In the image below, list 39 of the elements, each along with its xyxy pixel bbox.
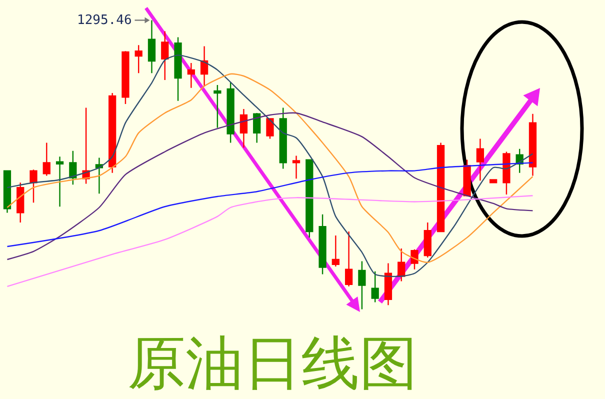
candlestick — [16, 182, 24, 224]
candlestick — [279, 107, 287, 170]
candlestick — [134, 44, 142, 74]
candlestick — [214, 84, 222, 128]
candlestick — [3, 170, 12, 214]
candlestick — [463, 159, 471, 196]
candlestick — [266, 118, 274, 140]
candlestick — [398, 248, 406, 282]
candlestick — [122, 50, 130, 105]
candlestick — [410, 248, 418, 270]
text: 原油日线图 — [127, 329, 418, 398]
candlestick — [318, 214, 326, 275]
candlestick — [476, 138, 484, 182]
candlestick — [108, 92, 116, 174]
candlestick — [344, 230, 353, 287]
candlestick — [436, 142, 445, 232]
candlestick — [502, 151, 510, 196]
candlestick — [69, 150, 77, 186]
candlestick — [528, 113, 537, 176]
candlestick — [148, 20, 156, 74]
candlestick — [187, 62, 195, 88]
candlestick — [95, 157, 104, 194]
candlestick — [306, 159, 314, 238]
candlestick — [371, 270, 379, 303]
candlestick — [200, 46, 208, 87]
candlestick — [240, 108, 248, 148]
candlestick — [42, 142, 50, 176]
candlestick — [424, 222, 432, 258]
candlestick — [384, 262, 392, 306]
candlestick — [30, 169, 38, 204]
candlestick — [292, 155, 300, 180]
candlestick — [332, 234, 340, 268]
candlestick — [174, 36, 182, 102]
candlestick — [56, 156, 64, 208]
candlestick — [226, 81, 234, 144]
candlestick — [358, 260, 366, 310]
candlestick — [253, 112, 261, 144]
annotation: 1295.46 — [77, 13, 132, 28]
candlestick — [161, 30, 169, 81]
